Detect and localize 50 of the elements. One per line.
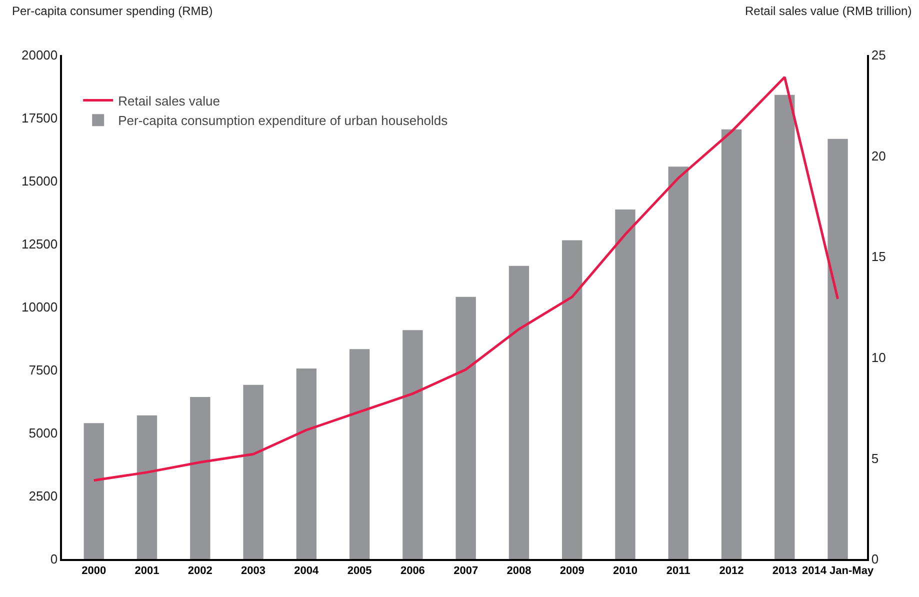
bar (136, 415, 158, 559)
x-tick-label: 2005 (347, 565, 372, 578)
bar (190, 396, 210, 559)
x-tick-label: 2003 (241, 565, 266, 578)
x-tick-label: 2009 (560, 565, 584, 578)
bar (243, 384, 264, 559)
x-tick-label: 2000 (82, 565, 106, 578)
y-tick-label: 10000 (21, 300, 58, 315)
x-tick-label: 2004 (294, 565, 320, 578)
legend-label: Retail sales value (118, 93, 220, 108)
y2-tick-label: 5 (871, 450, 879, 466)
x-tick-label: 2006 (400, 565, 425, 578)
y2-tick-label: 10 (871, 350, 886, 365)
y-tick-label: 0 (50, 552, 58, 567)
x-tick-label: 2001 (134, 565, 160, 578)
bar (349, 349, 370, 559)
bar (615, 209, 636, 559)
bar (296, 368, 317, 559)
line-series (92, 76, 840, 482)
bar (668, 166, 688, 559)
x-tick-label: 2010 (612, 565, 638, 578)
x-tick-label: 2002 (188, 565, 212, 578)
x-tick-label: 2008 (506, 565, 532, 578)
x-tick-label: 2012 (719, 565, 744, 578)
bar (402, 330, 423, 559)
y-tick-label: 17500 (21, 110, 58, 126)
bar (456, 296, 476, 559)
x-tick-label: 2014 Jan-May (802, 565, 874, 578)
bar (828, 138, 848, 559)
y-tick-label: 2500 (28, 488, 58, 504)
y-axis-title: Per-capita consumer spending (RMB) (12, 4, 213, 18)
x-tick-label: 2011 (666, 565, 690, 578)
y-tick-label: 5000 (28, 426, 58, 441)
y-tick-label: 12500 (21, 236, 58, 252)
bar (508, 266, 530, 559)
y-tick-label: 20000 (21, 48, 58, 63)
y2-tick-label: 25 (871, 48, 886, 63)
y2-axis-title: Retail sales value (RMB trillion) (745, 4, 912, 18)
x-tick-label: 2007 (454, 565, 478, 578)
y2-tick-label: 15 (871, 249, 886, 264)
y-tick-label: 7500 (28, 362, 58, 378)
bar (84, 423, 104, 559)
bar (562, 240, 582, 559)
y2-tick-label: 0 (871, 552, 879, 567)
legend-label: Per-capita consumption expenditure of urban households (118, 113, 448, 128)
bar (774, 94, 795, 559)
bar (721, 129, 742, 559)
x-tick-label: 2013 (772, 565, 797, 578)
y2-tick-label: 20 (871, 148, 886, 164)
y-tick-label: 15000 (21, 174, 58, 189)
